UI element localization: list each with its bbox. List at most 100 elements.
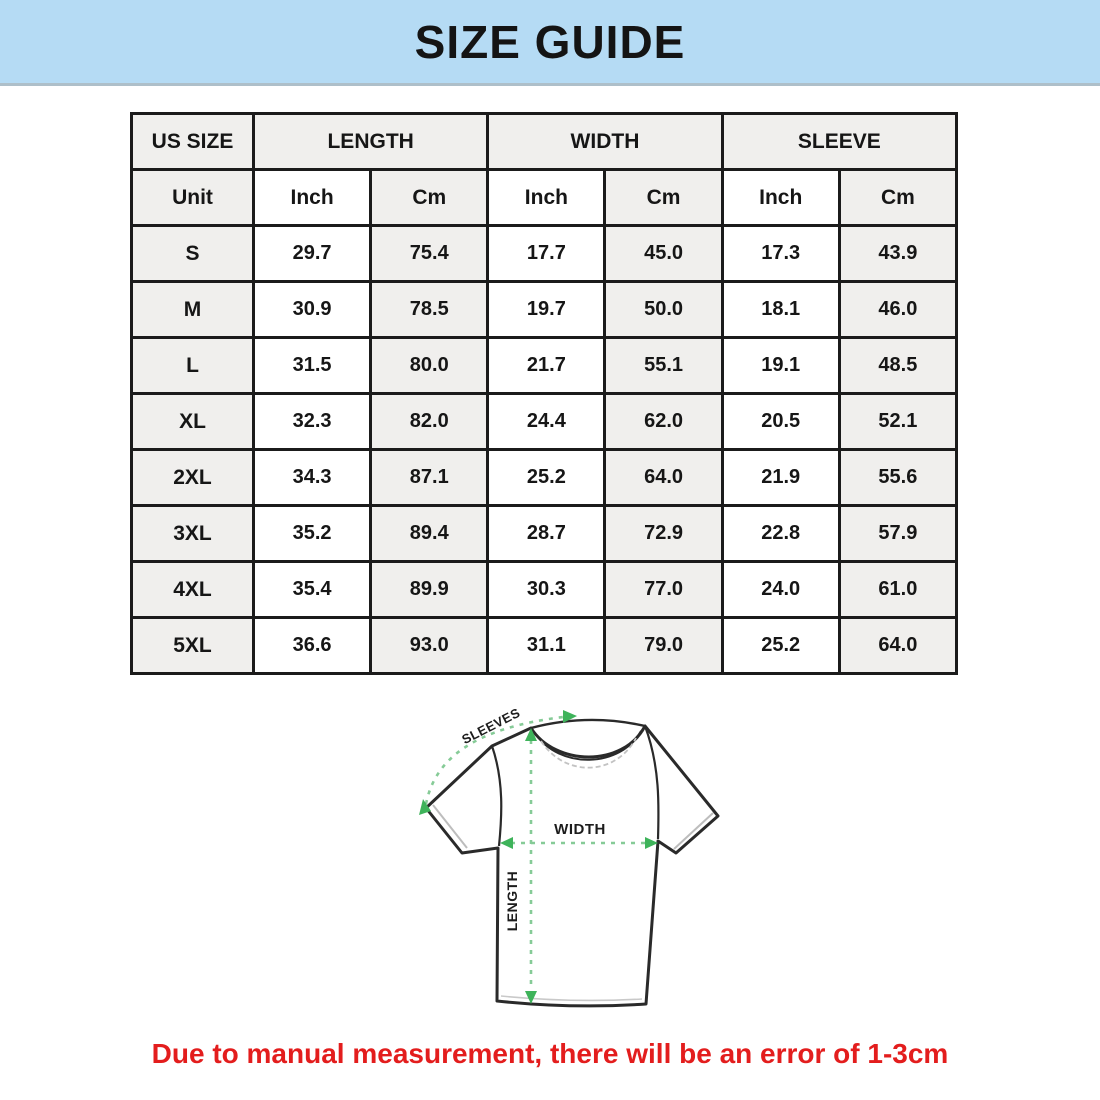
- size-cell: M: [130, 280, 255, 339]
- value-cell: 24.0: [720, 560, 841, 619]
- size-cell: S: [130, 224, 255, 283]
- size-cell: L: [130, 336, 255, 395]
- value-cell: 43.9: [837, 224, 959, 283]
- value-cell: 61.0: [837, 560, 959, 619]
- value-cell: 24.4: [486, 392, 607, 451]
- value-cell: 35.2: [251, 504, 373, 563]
- collar-inner-line: [534, 730, 642, 761]
- value-cell: 25.2: [486, 448, 607, 507]
- col-header-sleeve: SLEEVE: [720, 112, 959, 171]
- value-cell: 20.5: [720, 392, 841, 451]
- tshirt-outline: [424, 724, 720, 1008]
- size-cell: 2XL: [130, 448, 255, 507]
- table-row-5xl: 5XL 36.6 93.0 31.1 79.0 25.2 64.0: [130, 616, 959, 675]
- table-row-xl: XL 32.3 82.0 24.4 62.0 20.5 52.1: [130, 392, 959, 451]
- unit-label: Unit: [130, 168, 255, 227]
- sleeves-arrowhead-bottom: [419, 799, 431, 815]
- width-arrowhead-right: [645, 837, 658, 849]
- value-cell: 89.9: [369, 560, 490, 619]
- unit-length-cm: Cm: [369, 168, 490, 227]
- value-cell: 48.5: [837, 336, 959, 395]
- length-label: LENGTH: [504, 871, 520, 932]
- unit-width-cm: Cm: [603, 168, 724, 227]
- value-cell: 30.9: [251, 280, 373, 339]
- size-cell: XL: [130, 392, 255, 451]
- value-cell: 25.2: [720, 616, 841, 675]
- value-cell: 28.7: [486, 504, 607, 563]
- unit-sleeve-cm: Cm: [837, 168, 959, 227]
- sleeves-arrowhead-top: [563, 710, 577, 723]
- value-cell: 72.9: [603, 504, 724, 563]
- value-cell: 87.1: [369, 448, 490, 507]
- length-arrowhead-bottom: [525, 991, 537, 1004]
- table-row-s: S 29.7 75.4 17.7 45.0 17.3 43.9: [130, 224, 959, 283]
- value-cell: 19.7: [486, 280, 607, 339]
- value-cell: 46.0: [837, 280, 959, 339]
- value-cell: 77.0: [603, 560, 724, 619]
- value-cell: 82.0: [369, 392, 490, 451]
- table-row-2xl: 2XL 34.3 87.1 25.2 64.0 21.9 55.6: [130, 448, 959, 507]
- size-cell: 5XL: [130, 616, 255, 675]
- table-row-l: L 31.5 80.0 21.7 55.1 19.1 48.5: [130, 336, 959, 395]
- value-cell: 17.3: [720, 224, 841, 283]
- unit-sleeve-inch: Inch: [720, 168, 841, 227]
- value-cell: 21.7: [486, 336, 607, 395]
- value-cell: 32.3: [251, 392, 373, 451]
- value-cell: 34.3: [251, 448, 373, 507]
- tshirt-diagram: SLEEVES WIDTH LENGTH: [419, 705, 720, 1008]
- value-cell: 35.4: [251, 560, 373, 619]
- hem-stitch: [500, 995, 643, 1002]
- value-cell: 29.7: [251, 224, 373, 283]
- collar-stitch-line: [540, 737, 637, 769]
- value-cell: 50.0: [603, 280, 724, 339]
- right-armhole-seam: [643, 725, 660, 840]
- width-arrowhead-left: [500, 837, 513, 849]
- length-arrowhead-top: [525, 728, 537, 741]
- value-cell: 19.1: [720, 336, 841, 395]
- value-cell: 55.6: [837, 448, 959, 507]
- left-armhole-seam: [490, 745, 503, 847]
- col-header-width: WIDTH: [486, 112, 724, 171]
- size-guide-banner: SIZE GUIDE: [0, 0, 1100, 86]
- value-cell: 22.8: [720, 504, 841, 563]
- right-cuff-stitch: [673, 812, 714, 850]
- value-cell: 36.6: [251, 616, 373, 675]
- table-row-3xl: 3XL 35.2 89.4 28.7 72.9 22.8 57.9: [130, 504, 959, 563]
- value-cell: 64.0: [603, 448, 724, 507]
- size-cell: 4XL: [130, 560, 255, 619]
- value-cell: 79.0: [603, 616, 724, 675]
- value-cell: 64.0: [837, 616, 959, 675]
- value-cell: 89.4: [369, 504, 490, 563]
- value-cell: 57.9: [837, 504, 959, 563]
- measurement-note: Due to manual measurement, there will be…: [151, 1038, 949, 1069]
- value-cell: 30.3: [486, 560, 607, 619]
- table-row-m: M 30.9 78.5 19.7 50.0 18.1 46.0: [130, 280, 959, 339]
- value-cell: 52.1: [837, 392, 959, 451]
- table-row-4xl: 4XL 35.4 89.9 30.3 77.0 24.0 61.0: [130, 560, 959, 619]
- size-table: US SIZE LENGTH WIDTH SLEEVE Unit Inch Cm…: [130, 112, 959, 675]
- value-cell: 93.0: [369, 616, 490, 675]
- value-cell: 78.5: [369, 280, 490, 339]
- width-label: WIDTH: [554, 821, 606, 838]
- page-title: SIZE GUIDE: [414, 15, 686, 68]
- unit-width-inch: Inch: [486, 168, 607, 227]
- collar-top-line: [530, 718, 646, 730]
- value-cell: 80.0: [369, 336, 490, 395]
- value-cell: 31.5: [251, 336, 373, 395]
- value-cell: 31.1: [486, 616, 607, 675]
- sleeves-arrow: [424, 715, 564, 805]
- value-cell: 55.1: [603, 336, 724, 395]
- value-cell: 17.7: [486, 224, 607, 283]
- value-cell: 21.9: [720, 448, 841, 507]
- size-cell: 3XL: [130, 504, 255, 563]
- unit-header-row: Unit Inch Cm Inch Cm Inch Cm: [130, 168, 959, 227]
- col-header-us-size: US SIZE: [130, 112, 255, 171]
- value-cell: 45.0: [603, 224, 724, 283]
- value-cell: 75.4: [369, 224, 490, 283]
- group-header-row: US SIZE LENGTH WIDTH SLEEVE: [130, 112, 959, 171]
- value-cell: 18.1: [720, 280, 841, 339]
- col-header-length: LENGTH: [251, 112, 490, 171]
- unit-length-inch: Inch: [251, 168, 373, 227]
- value-cell: 62.0: [603, 392, 724, 451]
- left-cuff-stitch: [432, 804, 468, 849]
